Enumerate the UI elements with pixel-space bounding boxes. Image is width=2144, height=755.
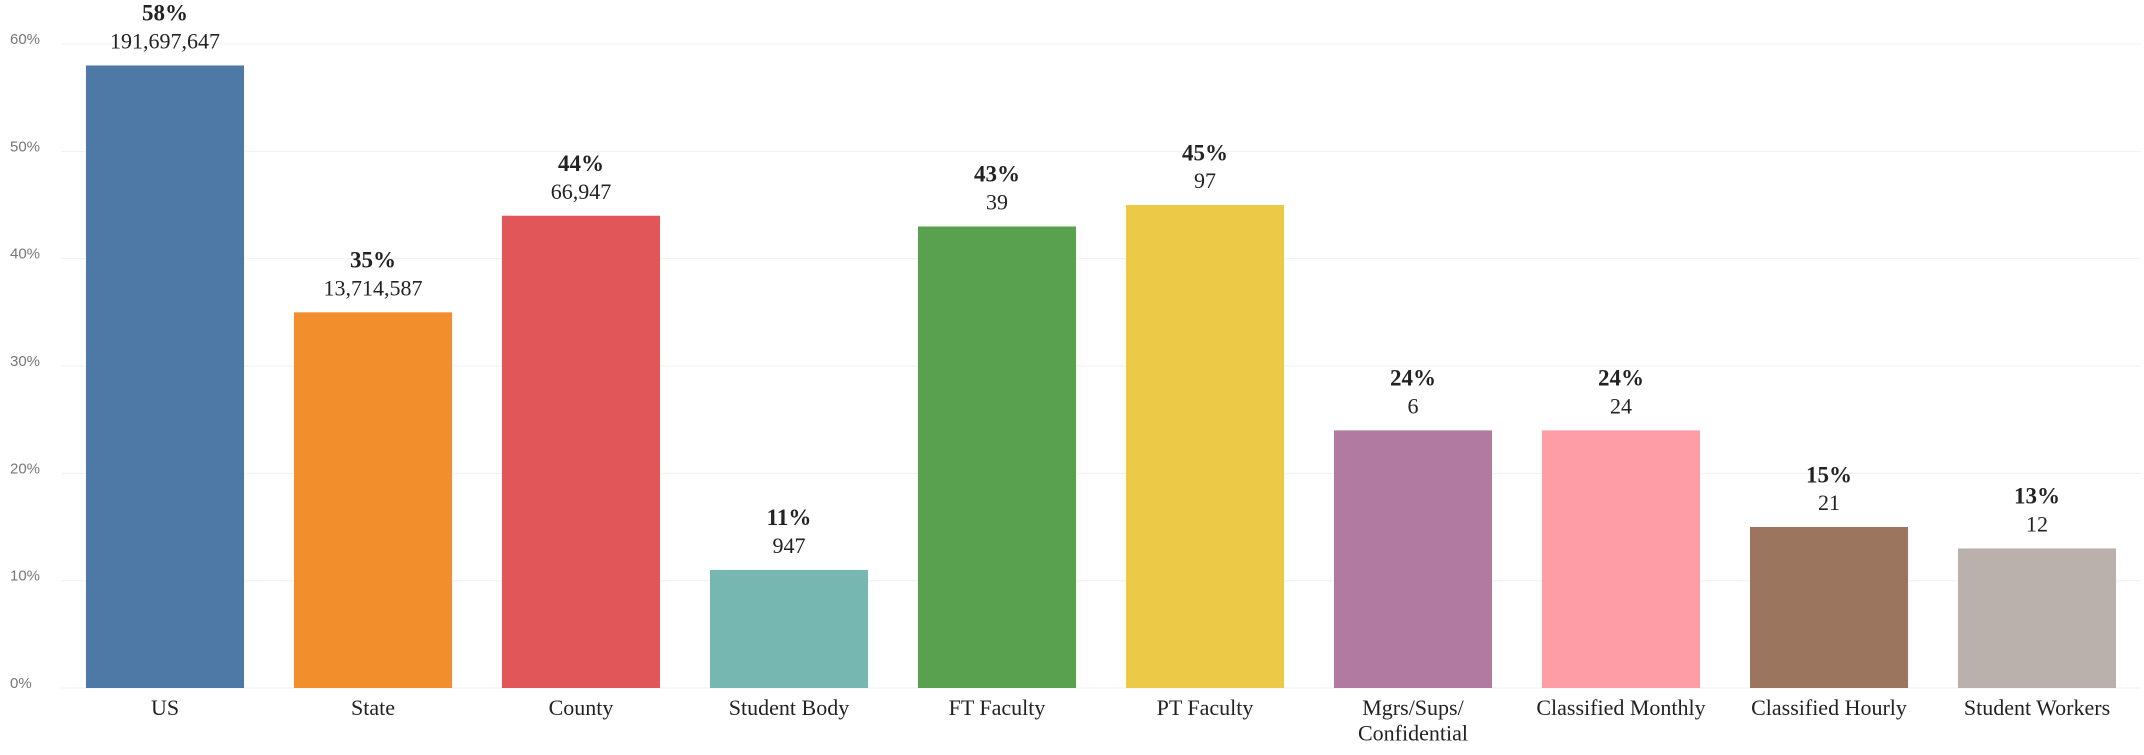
bar [1125, 205, 1285, 688]
bar [293, 312, 453, 688]
x-tick-label: Student Workers [1964, 695, 2110, 720]
x-tick-label: State [351, 695, 395, 720]
value-label: 43% [974, 162, 1020, 187]
x-tick-label: County [549, 695, 614, 720]
count-label: 191,697,647 [110, 29, 220, 54]
value-label: 24% [1390, 366, 1436, 391]
bar [85, 65, 245, 688]
count-label: 13,714,587 [324, 275, 423, 300]
bar [1749, 527, 1909, 688]
x-tick-label: Classified Hourly [1751, 695, 1907, 720]
y-tick-label: 60% [10, 31, 40, 48]
bar [709, 569, 869, 688]
x-tick-label: Classified Monthly [1536, 695, 1705, 720]
value-label: 45% [1182, 140, 1228, 165]
bar [1541, 430, 1701, 688]
count-label: 12 [2026, 512, 2048, 537]
count-label: 21 [1818, 490, 1840, 515]
y-tick-label: 0% [10, 675, 32, 692]
y-tick-label: 10% [10, 568, 40, 585]
value-label: 24% [1598, 366, 1644, 391]
y-tick-label: 20% [10, 460, 40, 477]
value-label: 13% [2014, 484, 2060, 509]
value-label: 44% [558, 151, 604, 176]
y-tick-label: 30% [10, 353, 40, 370]
count-label: 97 [1194, 168, 1216, 193]
x-tick-label: FT Faculty [949, 695, 1046, 720]
bar [917, 226, 1077, 688]
count-label: 947 [773, 533, 806, 558]
value-label: 11% [767, 505, 812, 530]
count-label: 24 [1610, 393, 1632, 418]
x-tick-label: Student Body [729, 695, 849, 720]
x-tick-label: PT Faculty [1157, 695, 1254, 720]
y-tick-label: 50% [10, 138, 40, 155]
count-label: 39 [986, 190, 1008, 215]
bar [501, 215, 661, 688]
x-tick-label: US [151, 695, 179, 720]
bar [1333, 430, 1493, 688]
y-tick-label: 40% [10, 246, 40, 263]
value-label: 35% [350, 248, 396, 273]
count-label: 6 [1408, 393, 1419, 418]
count-label: 66,947 [551, 179, 612, 204]
value-label: 58% [142, 1, 188, 26]
x-tick-label: Mgrs/Sups/Confidential [1358, 695, 1468, 745]
bar [1957, 548, 2117, 688]
value-label: 15% [1806, 462, 1852, 487]
